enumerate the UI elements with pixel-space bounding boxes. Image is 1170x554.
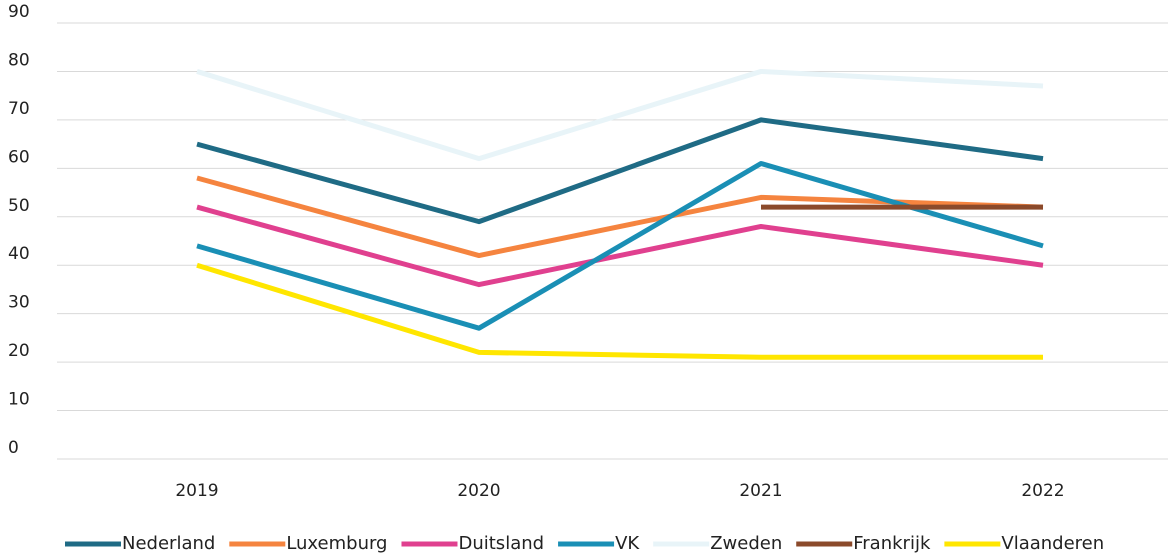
legend-label: VK	[615, 533, 640, 554]
x-tick-label: 2019	[175, 481, 218, 501]
y-tick-label: 20	[8, 341, 30, 361]
legend-label: Frankrijk	[853, 533, 931, 554]
y-tick-label: 60	[8, 147, 30, 167]
x-tick-label: 2021	[739, 481, 782, 501]
y-tick-label: 90	[8, 2, 30, 22]
legend-label: Vlaanderen	[1001, 533, 1104, 554]
legend-label: Nederland	[122, 533, 215, 554]
series-line	[196, 262, 1043, 360]
legend-label: Zweden	[710, 533, 782, 554]
series-line	[196, 117, 1044, 225]
plot	[196, 68, 1044, 360]
x-tick-label: 2022	[1021, 481, 1064, 501]
y-tick-label: 30	[8, 293, 30, 313]
series-line	[196, 204, 1044, 288]
y-tick-label: 70	[8, 99, 30, 119]
legend: Nederland Luxemburg Duitsland VK Zweden Frank…	[65, 533, 1104, 554]
y-tick-label: 80	[8, 50, 30, 70]
y-tick-label: 0	[8, 438, 19, 458]
x-tick-label: 2020	[457, 481, 500, 501]
y-tick-label: 50	[8, 196, 30, 216]
y-tick-label: 40	[8, 244, 30, 264]
grid: 0 10 20 30 40 50 60 70 80 90 2019 2020 2021 2022	[8, 2, 1168, 501]
legend-label: Luxemburg	[286, 533, 387, 554]
legend-label: Duitsland	[458, 533, 544, 554]
series-line	[196, 68, 1044, 162]
y-tick-label: 10	[8, 390, 30, 410]
